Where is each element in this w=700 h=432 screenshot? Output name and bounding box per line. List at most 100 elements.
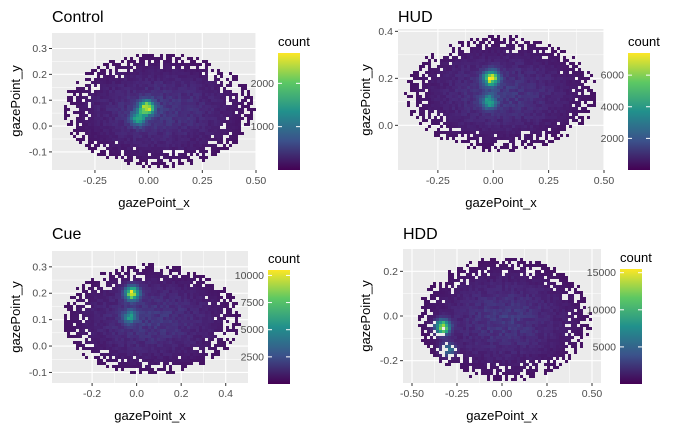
heatmap-cell [563,122,566,125]
heatmap-cell [127,320,130,323]
heatmap-cell [551,140,554,143]
heatmap-cell [467,110,470,113]
heatmap-cell [97,338,100,341]
heatmap-cell [163,287,166,290]
heatmap-cell [220,72,223,75]
heatmap-cell [139,341,142,344]
heatmap-cells [404,35,596,152]
heatmap-cell [103,362,106,365]
heatmap-cell [569,95,572,98]
heatmap-cell [166,141,169,144]
heatmap-cell [115,63,118,66]
heatmap-cell [190,144,193,147]
heatmap-cell [88,117,91,120]
heatmap-cell [139,305,142,308]
heatmap-cell [85,308,88,311]
heatmap-cell [169,338,172,341]
heatmap-cell [187,323,190,326]
heatmap-cell [133,347,136,350]
heatmap-cell [190,141,193,144]
heatmap-cell [536,98,539,101]
heatmap-cell [145,93,148,96]
heatmap-cell [94,108,97,111]
heatmap-cell [133,117,136,120]
heatmap-cell [208,114,211,117]
heatmap-cell [479,131,482,134]
heatmap-cell [515,74,518,77]
heatmap-cell [253,108,256,111]
heatmap-cell [533,131,536,134]
heatmap-cell [196,350,199,353]
heatmap-cell [470,68,473,71]
heatmap-cell [97,123,100,126]
heatmap-cell [130,350,133,353]
heatmap-cell [515,116,518,119]
heatmap-cell [157,341,160,344]
heatmap-cell [109,102,112,105]
heatmap-cell [530,77,533,80]
heatmap-cell [136,129,139,132]
heatmap-cell [151,278,154,281]
heatmap-cell [494,68,497,71]
heatmap-cell [199,99,202,102]
heatmap-cell [145,296,148,299]
heatmap-cell [190,75,193,78]
heatmap-cell [175,305,178,308]
heatmap-cell [211,347,214,350]
heatmap-cell [157,362,160,365]
heatmap-cell [181,341,184,344]
heatmap-cell [175,132,178,135]
heatmap-cell [130,299,133,302]
heatmap-cell [479,134,482,137]
heatmap-cell [217,78,220,81]
heatmap-cell [85,338,88,341]
heatmap-cell [145,75,148,78]
heatmap-cell [536,56,539,59]
heatmap-cell [202,329,205,332]
heatmap-cell [190,63,193,66]
heatmap-cell [118,111,121,114]
heatmap-cell [542,143,545,146]
heatmap-cell [145,147,148,150]
heatmap-cell [127,87,130,90]
heatmap-cell [82,126,85,129]
heatmap-cell [509,149,512,152]
heatmap-cell [163,350,166,353]
heatmap-cell [193,314,196,317]
heatmap-cell [422,110,425,113]
heatmap-cell [103,126,106,129]
heatmap-cell [154,320,157,323]
heatmap-cell [127,63,130,66]
heatmap-cell [148,93,151,96]
heatmap-cell [461,59,464,62]
heatmap-cell [493,279,496,282]
heatmap-cell [124,308,127,311]
heatmap-cell [478,279,481,282]
heatmap-cell [169,93,172,96]
heatmap-cell [572,110,575,113]
heatmap-cell [139,296,142,299]
heatmap-cell [443,110,446,113]
heatmap-cell [133,135,136,138]
heatmap-cell [127,272,130,275]
heatmap-cell [464,104,467,107]
heatmap-cell [422,77,425,80]
heatmap-cell [100,138,103,141]
heatmap-cell [178,135,181,138]
heatmap-cell [482,38,485,41]
heatmap-cell [542,53,545,56]
heatmap-cell [563,128,566,131]
heatmap-cell [575,110,578,113]
heatmap-cell [455,107,458,110]
heatmap-cell [142,123,145,126]
heatmap-cell [160,320,163,323]
heatmap-cell [187,87,190,90]
heatmap-cell [530,74,533,77]
heatmap-cell [581,89,584,92]
heatmap-cell [109,344,112,347]
heatmap-cell [416,83,419,86]
heatmap-cell [73,329,76,332]
heatmap-cell [154,353,157,356]
heatmap-cell [166,296,169,299]
heatmap-cell [464,110,467,113]
